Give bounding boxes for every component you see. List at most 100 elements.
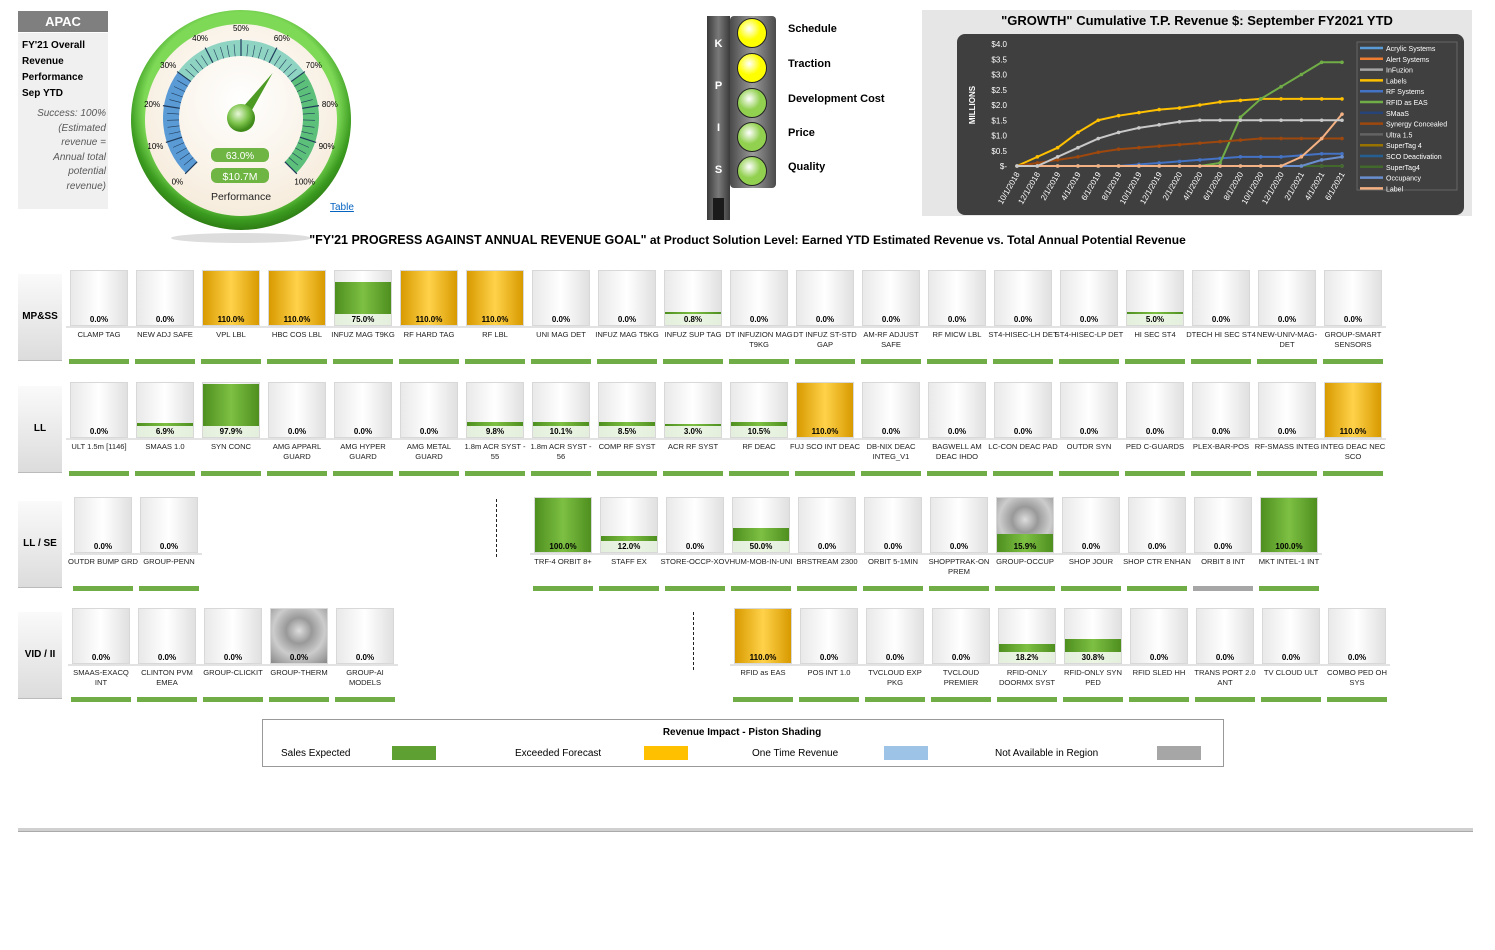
product-cell[interactable]: 110.0% FUJ SCO INT DEAC bbox=[790, 382, 860, 477]
product-cell[interactable]: 0.0% DT INFUZ ST-STD GAP bbox=[792, 270, 858, 365]
product-cell[interactable]: 0.0% BAGWELL AM DEAC IHDO bbox=[924, 382, 990, 477]
status-bar bbox=[731, 586, 791, 591]
product-cell[interactable]: 8.5% COMP RF SYST bbox=[594, 382, 660, 477]
product-cell[interactable]: 0.0% TVCLOUD PREMIER bbox=[928, 608, 994, 703]
product-cell[interactable]: 0.0% PED C-GUARDS bbox=[1122, 382, 1188, 477]
piston-shelf bbox=[862, 664, 928, 666]
piston-gauge: 0.0% bbox=[864, 497, 922, 553]
product-name: TRANS PORT 2.0 ANT bbox=[1194, 668, 1256, 687]
product-cell[interactable]: 0.0% GROUP-SMART SENSORS bbox=[1320, 270, 1386, 365]
product-cell[interactable]: 0.0% SHOP JOUR bbox=[1058, 497, 1124, 592]
product-cell[interactable]: 110.0% RFID as EAS bbox=[730, 608, 796, 703]
gauge-tick bbox=[172, 142, 185, 148]
product-cell[interactable]: 0.0% AM-RF ADJUST SAFE bbox=[858, 270, 924, 365]
product-cell[interactable]: 0.0% SHOP CTR ENHAN bbox=[1123, 497, 1191, 592]
status-bar bbox=[139, 586, 199, 591]
piston-percent: 0.0% bbox=[947, 315, 967, 324]
progress-title: "FY'21 PROGRESS AGAINST ANNUAL REVENUE G… bbox=[0, 233, 1495, 247]
product-cell[interactable]: 0.0% UNI MAG DET bbox=[528, 270, 594, 365]
product-name: NEW-UNIV-MAG-DET bbox=[1256, 330, 1318, 349]
status-bar bbox=[1193, 586, 1253, 591]
product-cell[interactable]: 10.5% RF DEAC bbox=[726, 382, 792, 477]
product-cell[interactable]: 6.9% SMAAS 1.0 bbox=[132, 382, 198, 477]
success-line: revenue) bbox=[66, 180, 106, 192]
product-cell[interactable]: 0.0% CLAMP TAG bbox=[66, 270, 132, 365]
product-cell[interactable]: 0.0% RF MICW LBL bbox=[924, 270, 990, 365]
product-cell[interactable]: 110.0% INTEG DEAC NEC SCO bbox=[1320, 382, 1386, 477]
product-cell[interactable]: 0.0% RF-SMASS INTEG bbox=[1254, 382, 1320, 477]
product-cell[interactable]: 0.0% COMBO PED OH SYS bbox=[1324, 608, 1390, 703]
gauge-tick-label: 40% bbox=[192, 34, 208, 43]
product-cell[interactable]: 0.0% TVCLOUD EXP PKG bbox=[862, 608, 928, 703]
piston-shelf bbox=[594, 326, 660, 328]
piston-percent: 100.0% bbox=[1275, 542, 1303, 551]
product-cell[interactable]: 5.0% HI SEC ST4 bbox=[1122, 270, 1188, 365]
piston-gauge: 110.0% bbox=[466, 270, 524, 326]
product-cell[interactable]: 110.0% HBC COS LBL bbox=[264, 270, 330, 365]
product-cell[interactable]: 0.0% AMG APPARL GUARD bbox=[264, 382, 330, 477]
product-cell[interactable]: 50.0% HUM-MOB-IN-UNI bbox=[728, 497, 794, 592]
product-cell[interactable]: 0.0% PLEX-BAR-POS bbox=[1188, 382, 1254, 477]
status-bar bbox=[861, 359, 921, 364]
product-cell[interactable]: 0.0% SMAAS-EXACQ INT bbox=[68, 608, 134, 703]
product-cell[interactable]: 0.0% ST4-HISEC-LH DET bbox=[988, 270, 1058, 365]
product-cell[interactable]: 0.0% AMG HYPER GUARD bbox=[330, 382, 396, 477]
chart-point bbox=[1177, 106, 1182, 110]
product-cell[interactable]: 100.0% MKT INTEL-1 INT bbox=[1256, 497, 1322, 592]
product-cell[interactable]: 0.0% ULT 1.5m [1146] bbox=[66, 382, 132, 477]
piston-shelf bbox=[660, 326, 726, 328]
product-cell[interactable]: 0.0% GROUP-THERM bbox=[266, 608, 332, 703]
product-cell[interactable]: 0.0% ST4-HISEC-LP DET bbox=[1055, 270, 1123, 365]
product-cell[interactable]: 10.1% 1.8m ACR SYST - 56 bbox=[528, 382, 594, 477]
product-cell[interactable]: 0.0% STORE-OCCP-XOV bbox=[660, 497, 730, 592]
product-cell[interactable]: 97.9% SYN CONC bbox=[198, 382, 264, 477]
product-cell[interactable]: 30.8% RFID-ONLY SYN PED bbox=[1060, 608, 1126, 703]
product-cell[interactable]: 0.0% INFUZ MAG T5KG bbox=[594, 270, 660, 365]
chart-point bbox=[1177, 159, 1182, 164]
chart-y-tick-label: $2.5 bbox=[991, 86, 1007, 95]
product-cell[interactable]: 0.0% GROUP-CLICKIT bbox=[200, 608, 266, 703]
gauge-tick bbox=[176, 147, 187, 154]
product-cell[interactable]: 110.0% VPL LBL bbox=[198, 270, 264, 365]
chart-y-tick-label: $1.5 bbox=[991, 116, 1007, 125]
product-cell[interactable]: 0.0% LC-CON DEAC PAD bbox=[988, 382, 1058, 477]
product-cell[interactable]: 0.0% CLINTON PVM EMEA bbox=[134, 608, 200, 703]
product-cell[interactable]: 9.8% 1.8m ACR SYST - 55 bbox=[462, 382, 528, 477]
product-cell[interactable]: 12.0% STAFF EX bbox=[596, 497, 662, 592]
product-cell[interactable]: 0.0% NEW-UNIV-MAG-DET bbox=[1254, 270, 1320, 365]
gauge-tick bbox=[246, 44, 249, 57]
product-cell[interactable]: 0.0% ORBIT 8 INT bbox=[1190, 497, 1256, 592]
product-cell[interactable]: 0.0% DT INFUZION MAG T9KG bbox=[725, 270, 793, 365]
product-cell[interactable]: 0.0% SHOPPTRAK-ON PREM bbox=[926, 497, 992, 592]
product-cell[interactable]: 0.0% GROUP-PENN bbox=[136, 497, 202, 592]
product-cell[interactable]: 0.0% POS INT 1.0 bbox=[796, 608, 862, 703]
product-cell[interactable]: 18.2% RFID-ONLY DOORMX SYST bbox=[994, 608, 1060, 703]
product-cell[interactable]: 0.0% TV CLOUD ULT bbox=[1258, 608, 1324, 703]
product-cell[interactable]: 0.0% DB-NIX DEAC INTEG_V1 bbox=[858, 382, 924, 477]
piston-shelf bbox=[132, 326, 198, 328]
product-cell[interactable]: 0.0% RFID SLED HH bbox=[1126, 608, 1192, 703]
product-cell[interactable]: 3.0% ACR RF SYST bbox=[660, 382, 726, 477]
product-cell[interactable]: 0.0% TRANS PORT 2.0 ANT bbox=[1192, 608, 1258, 703]
product-cell[interactable]: 0.8% INFUZ SUP TAG bbox=[660, 270, 726, 365]
piston-shelf bbox=[1056, 326, 1122, 328]
status-bar bbox=[1125, 471, 1185, 476]
product-cell[interactable]: 0.0% ORBIT 5-1MIN bbox=[860, 497, 926, 592]
product-cell[interactable]: 110.0% RF LBL bbox=[462, 270, 528, 365]
product-cell[interactable]: 0.0% DTECH HI SEC ST4 bbox=[1186, 270, 1256, 365]
product-cell[interactable]: 0.0% OUTDR BUMP GRD bbox=[68, 497, 138, 592]
product-cell[interactable]: 100.0% TRF-4 ORBIT 8+ bbox=[530, 497, 596, 592]
piston-shelf bbox=[990, 326, 1056, 328]
product-cell[interactable]: 75.0% INFUZ MAG T9KG bbox=[330, 270, 396, 365]
product-cell[interactable]: 0.0% GROUP-AI MODELS bbox=[332, 608, 398, 703]
product-cell[interactable]: 15.9% GROUP-OCCUP bbox=[992, 497, 1058, 592]
piston-gauge: 0.8% bbox=[664, 270, 722, 326]
product-cell[interactable]: 0.0% OUTDR SYN bbox=[1056, 382, 1122, 477]
chart-legend-label: Occupancy bbox=[1386, 176, 1422, 183]
product-cell[interactable]: 110.0% RF HARD TAG bbox=[396, 270, 462, 365]
product-cell[interactable]: 0.0% BRSTREAM 2300 bbox=[794, 497, 860, 592]
chart-point bbox=[1319, 118, 1324, 123]
product-cell[interactable]: 0.0% NEW ADJ SAFE bbox=[132, 270, 198, 365]
product-cell[interactable]: 0.0% AMG METAL GUARD bbox=[396, 382, 462, 477]
table-link[interactable]: Table bbox=[330, 202, 354, 213]
